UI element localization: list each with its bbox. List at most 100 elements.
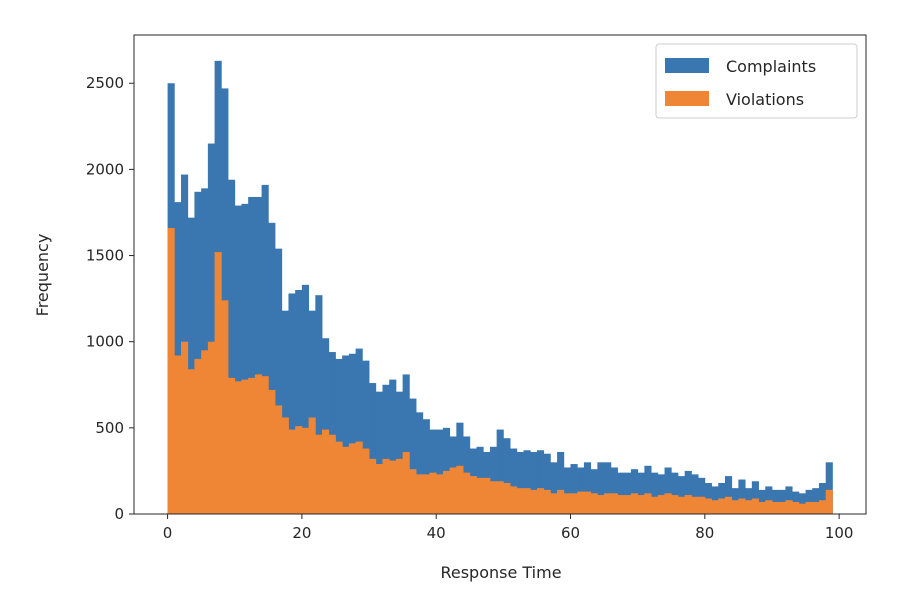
axes-frame [133,34,867,515]
bar-violations [463,472,471,514]
bar-violations [624,495,632,514]
bar-violations [644,493,652,514]
bar-violations [207,341,215,514]
bar-complaints [536,450,545,514]
x-axis-title: Response Time [440,563,561,582]
bar-complaints [570,464,578,514]
y-tick-label: 1500 [86,247,124,265]
bar-violations [597,495,605,514]
bar-violations [442,470,451,514]
bar-violations [355,441,363,514]
bar-complaints [610,467,618,514]
bar-complaints [557,451,565,514]
bar-violations [489,481,498,514]
bar-complaints [395,391,404,514]
bar-violations [825,489,833,514]
bar-violations [523,488,531,514]
bar-violations [617,495,625,514]
bar-violations [369,458,377,514]
bar-complaints [342,355,350,514]
bar-complaints [301,284,310,514]
y-tick-label: 500 [95,419,124,437]
bar-violations [651,496,659,514]
bar-violations [221,300,229,514]
bar-violations [301,427,310,514]
bar-violations [322,429,330,514]
bar-complaints [389,379,397,514]
bar-violations [201,350,209,514]
bar-complaints [751,481,759,514]
bar-violations [241,379,249,514]
bar-violations [254,374,262,514]
bar-complaints [724,476,733,514]
bar-violations [570,493,578,514]
bar-violations [536,488,545,514]
bar-complaints [530,451,538,514]
bar-violations [422,474,430,514]
bar-complaints [577,467,585,514]
bar-complaints [563,467,571,514]
bar-violations [469,476,477,514]
bar-complaints [597,462,605,514]
bar-complaints [228,179,236,515]
bar-violations [167,227,175,515]
bar-violations [785,500,793,514]
bar-complaints [664,467,672,514]
bar-complaints [241,203,249,515]
bar-complaints [281,310,289,514]
bar-complaints [691,474,699,514]
bar-violations [308,417,316,514]
y-tick-label: 1000 [86,333,124,351]
bar-violations [610,493,618,514]
bar-complaints [644,465,652,514]
bar-violations [174,355,182,514]
bar-violations [711,500,719,514]
bar-violations [738,498,746,514]
bar-complaints [624,472,632,514]
bar-violations [181,341,189,514]
bar-complaints [362,360,370,514]
bar-complaints [489,446,498,514]
bar-violations [436,474,444,514]
bar-complaints [657,474,665,514]
bar-complaints [651,472,659,514]
bar-complaints [630,469,639,514]
bar-complaints [328,352,336,514]
bar-complaints [335,358,343,514]
bar-violations [698,496,706,514]
bar-complaints [234,205,242,514]
legend-label-violations: Violations [726,90,804,109]
bar-complaints [738,479,746,514]
y-tick-label: 2000 [86,160,124,178]
bar-violations [751,498,759,514]
bar-violations [510,486,518,514]
bar-violations [288,429,296,514]
bar-violations [637,495,645,514]
bar-violations [476,477,484,514]
bar-complaints [409,398,417,514]
bar-violations [275,405,283,514]
bar-complaints [322,338,330,514]
x-tick-label: 20 [292,524,311,542]
bar-violations [530,489,538,514]
bar-violations [818,500,827,514]
bar-violations [778,501,786,514]
bar-violations [691,496,699,514]
y-tick-label: 2500 [86,74,124,92]
plot-area [167,60,833,515]
bar-violations [194,358,202,514]
bar-complaints [375,391,383,514]
bar-complaints [825,462,833,514]
x-tick-label: 80 [695,524,714,542]
bar-complaints [604,462,612,514]
bar-complaints [315,295,323,514]
bar-violations [429,472,437,514]
bar-violations [792,501,800,514]
bar-complaints [698,477,706,514]
bar-violations [268,389,276,514]
legend: Complaints Violations [655,43,858,119]
bar-violations [449,467,457,514]
bar-complaints [590,469,598,514]
bar-violations [295,426,303,514]
bar-complaints [812,488,820,514]
